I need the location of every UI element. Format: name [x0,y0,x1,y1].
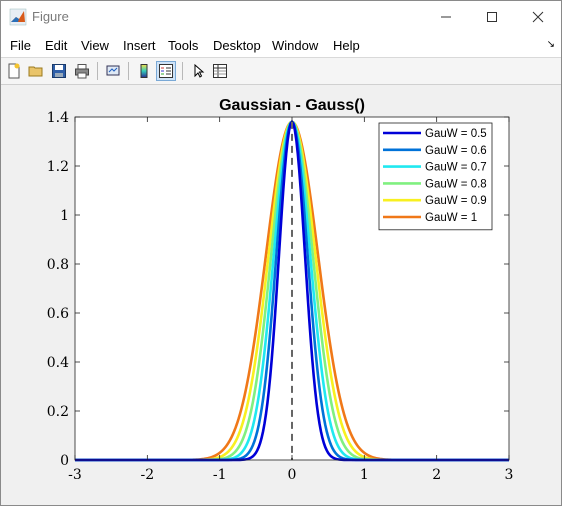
y-tick-label: 0 [60,453,69,469]
menu-desktop[interactable]: Desktop [213,38,261,53]
legend[interactable]: GauW = 0.5 GauW = 0.6 GauW = 0.7 GauW = 0.8… [378,122,493,231]
legend-label: GauW = 0.9 [425,195,487,207]
menu-file[interactable]: File [10,38,31,53]
x-tick-label: -1 [213,467,227,483]
toolbar-separator [97,62,98,80]
legend-label: GauW = 0.5 [425,128,487,140]
x-axis: -3 -2 -1 0 1 2 3 [68,117,513,483]
menu-window[interactable]: Window [272,38,319,53]
y-axis: 0 0.2 0.4 0.6 0.8 1 1.2 1.4 [47,110,509,469]
menu-help[interactable]: Help [333,38,360,53]
x-tick-label: 3 [505,467,514,483]
menubar-dock-arrow-icon[interactable]: ↘ [546,39,555,50]
menu-insert[interactable]: Insert [123,38,156,53]
y-tick-label: 0.4 [47,355,69,371]
y-tick-label: 0.6 [47,306,69,322]
open-file-button[interactable] [26,61,46,81]
save-button[interactable] [49,61,69,81]
legend-label: GauW = 0.7 [425,162,487,174]
toolbar-separator [182,62,183,80]
legend-box [378,122,493,231]
y-tick-label: 1.4 [47,110,69,126]
toolbar-separator [128,62,129,80]
save-disk-icon [52,64,66,78]
y-tick-label: 1.2 [47,159,69,175]
property-inspector-button[interactable] [210,61,230,81]
maximize-button[interactable] [469,1,515,33]
menu-edit[interactable]: Edit [45,38,68,53]
matlab-logo-icon [9,8,27,26]
folder-open-icon [28,66,43,77]
insert-legend-button[interactable] [156,61,176,81]
y-tick-label: 0.2 [47,404,69,420]
y-tick-label: 0.8 [47,257,69,273]
maximize-icon [487,12,497,22]
insert-colorbar-button[interactable] [134,61,154,81]
property-inspector-icon [213,64,227,78]
pointer-arrow-icon [194,63,205,78]
close-button[interactable] [515,1,561,33]
legend-label: GauW = 1 [425,212,477,224]
title-bar: Figure [1,1,561,33]
new-file-icon [8,63,20,79]
x-tick-label: -2 [141,467,155,483]
figure-canvas: -3 -2 -1 0 1 2 3 0 0.2 0.4 0.6 0.8 1 1.2 1.4 Gaussian… [1,85,561,505]
y-tick-label: 1 [60,208,69,224]
figure-toolbar [1,58,561,85]
menu-tools[interactable]: Tools [168,38,199,53]
x-tick-label: 0 [288,467,297,483]
printer-icon [75,64,89,79]
close-icon [532,11,544,23]
new-figure-button[interactable] [4,61,24,81]
legend-label: GauW = 0.6 [425,145,487,157]
link-plot-icon [106,65,120,76]
colorbar-icon [140,64,148,78]
minimize-button[interactable] [423,1,469,33]
print-button[interactable] [72,61,92,81]
x-tick-label: 2 [432,467,441,483]
edit-plot-button[interactable] [188,61,208,81]
menu-view[interactable]: View [81,38,109,53]
menu-bar: File Edit View Insert Tools Desktop Wind… [1,33,561,58]
window-title: Figure [32,9,69,24]
minimize-icon [441,16,451,18]
x-tick-label: 1 [360,467,369,483]
plot-svg[interactable]: -3 -2 -1 0 1 2 3 0 0.2 0.4 0.6 0.8 1 1.2 1.4 Gaussian… [1,85,561,505]
legend-label: GauW = 0.8 [425,178,487,190]
x-tick-label: -3 [68,467,82,483]
legend-icon [159,64,173,78]
link-plot-button[interactable] [103,61,123,81]
chart-title: Gaussian - Gauss() [219,97,365,114]
